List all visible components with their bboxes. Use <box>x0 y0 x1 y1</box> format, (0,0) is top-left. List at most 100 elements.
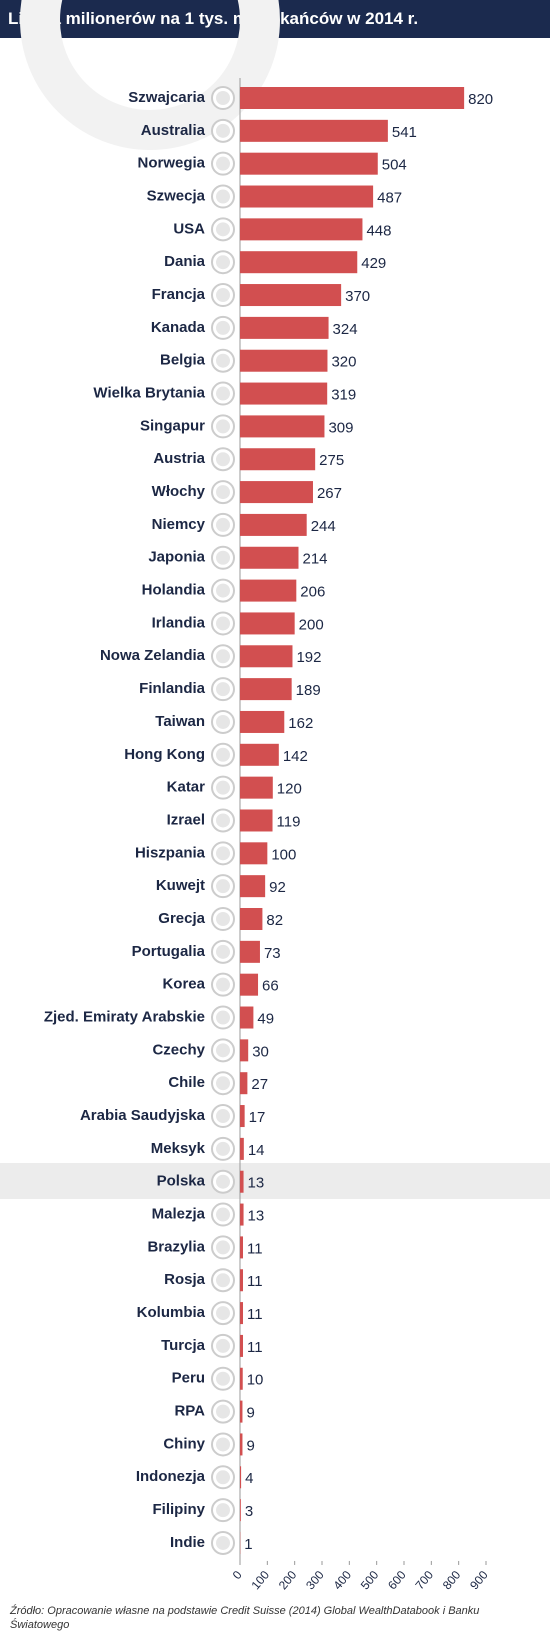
bar <box>240 1466 242 1489</box>
value-label: 17 <box>249 1109 266 1126</box>
value-label: 275 <box>319 452 344 469</box>
flag-icon-inner <box>216 780 230 795</box>
bar <box>240 645 293 668</box>
bar <box>240 349 328 372</box>
category-label: Chile <box>168 1074 205 1091</box>
category-label: Meksyk <box>151 1140 206 1157</box>
x-tick-label: 300 <box>303 1568 327 1593</box>
value-label: 11 <box>247 1339 263 1356</box>
value-label: 267 <box>317 485 342 502</box>
flag-icon-inner <box>216 123 230 138</box>
category-label: Belgia <box>160 352 206 369</box>
flag-icon-inner <box>216 189 230 204</box>
flag-icon-inner <box>216 1470 230 1485</box>
bar <box>240 1400 243 1423</box>
category-label: Katar <box>167 779 206 796</box>
bar <box>240 415 325 438</box>
category-label: Grecja <box>158 910 205 927</box>
category-label: Hong Kong <box>124 746 205 763</box>
bar <box>240 1203 244 1226</box>
category-label: Japonia <box>148 549 205 566</box>
bar <box>240 119 388 142</box>
flag-icon-inner <box>216 1076 230 1091</box>
bar <box>240 1039 249 1062</box>
x-tick-label: 700 <box>412 1568 436 1593</box>
bar <box>240 743 279 766</box>
category-label: Niemcy <box>152 516 206 533</box>
value-label: 11 <box>247 1240 263 1257</box>
category-label: Nowa Zelandia <box>100 647 206 664</box>
x-tick-label: 800 <box>440 1568 464 1593</box>
flag-icon-inner <box>216 1535 230 1550</box>
flag-icon-inner <box>216 879 230 894</box>
category-label: Czechy <box>152 1041 205 1058</box>
value-label: 244 <box>311 518 336 535</box>
flag-icon-inner <box>216 452 230 467</box>
value-label: 3 <box>245 1503 253 1520</box>
flag-icon-inner <box>216 747 230 762</box>
chart-title: Liczba milionerów na 1 tys. mieszkańców … <box>8 9 419 28</box>
value-label: 1 <box>244 1536 252 1553</box>
watermark <box>20 0 280 150</box>
bar <box>240 1236 244 1259</box>
bar <box>240 1105 245 1128</box>
value-label: 192 <box>296 649 321 666</box>
value-label: 66 <box>262 978 279 995</box>
bar <box>240 1302 244 1325</box>
flag-icon-inner <box>216 1371 230 1386</box>
bar <box>240 809 273 832</box>
value-label: 30 <box>252 1043 269 1060</box>
bar <box>240 448 316 471</box>
flag-icon-inner <box>216 714 230 729</box>
bar <box>240 776 273 799</box>
category-label: Rosja <box>164 1271 206 1288</box>
bar <box>240 1072 248 1095</box>
value-label: 142 <box>283 748 308 765</box>
value-label: 448 <box>366 222 391 239</box>
flag-icon-inner <box>216 1043 230 1058</box>
value-label: 11 <box>247 1273 263 1290</box>
flag-icon-inner <box>216 419 230 434</box>
bar <box>240 1170 244 1193</box>
flag-icon-inner <box>216 222 230 237</box>
value-label: 14 <box>248 1142 265 1159</box>
x-tick-label: 900 <box>467 1568 491 1593</box>
bar <box>240 940 260 963</box>
flag-icon-inner <box>216 616 230 631</box>
bar <box>240 316 329 339</box>
x-tick-label: 100 <box>248 1568 272 1593</box>
value-label: 487 <box>377 189 402 206</box>
flag-icon-inner <box>216 91 230 105</box>
category-label: Finlandia <box>139 680 205 697</box>
bar <box>240 678 292 701</box>
bar <box>240 1334 244 1357</box>
category-label: Singapur <box>140 417 205 434</box>
value-label: 82 <box>266 912 283 929</box>
flag-icon-inner <box>216 912 230 926</box>
x-tick-label: 200 <box>276 1568 300 1593</box>
category-label: RPA <box>174 1403 205 1420</box>
bar <box>240 1433 243 1456</box>
flag-icon-inner <box>216 1141 230 1156</box>
category-label: Kolumbia <box>137 1304 206 1321</box>
flag-icon-inner <box>216 517 230 532</box>
value-label: 92 <box>269 879 286 896</box>
value-label: 4 <box>245 1470 253 1487</box>
flag-icon-inner <box>216 1306 230 1321</box>
x-tick-label: 400 <box>330 1568 354 1593</box>
bar <box>240 1269 244 1292</box>
flag-icon-inner <box>216 1174 230 1189</box>
flag-icon-inner <box>216 1010 230 1025</box>
flag-icon-inner <box>216 1109 230 1124</box>
category-label: Malezja <box>152 1206 206 1223</box>
value-label: 429 <box>361 255 386 272</box>
flag-icon-inner <box>216 846 230 861</box>
bar <box>240 251 358 274</box>
value-label: 370 <box>345 288 370 305</box>
category-label: Szwajcaria <box>128 89 205 106</box>
value-label: 162 <box>288 715 313 732</box>
category-label: Kuwejt <box>156 877 205 894</box>
bar <box>240 1006 254 1029</box>
value-label: 820 <box>468 91 493 108</box>
